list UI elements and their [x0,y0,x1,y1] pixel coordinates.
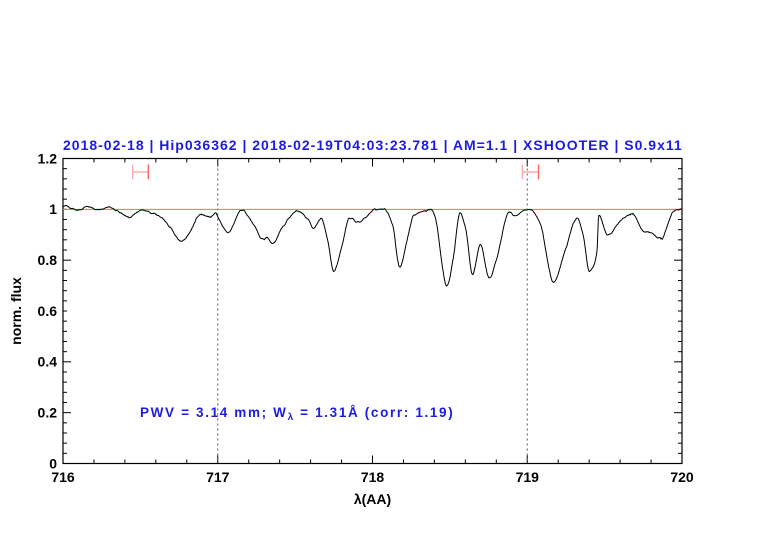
svg-text:0.4: 0.4 [38,354,58,370]
svg-text:0.2: 0.2 [38,405,58,421]
svg-text:0.8: 0.8 [38,252,58,268]
svg-text:0.6: 0.6 [38,303,58,319]
svg-text:720: 720 [670,469,694,485]
svg-text:norm. flux: norm. flux [8,277,24,345]
svg-text:717: 717 [206,469,230,485]
svg-text:2018-02-18 | Hip036362 | 2: 2018-02-18 | Hip036362 | 2018-02-19T04:0… [63,137,683,153]
svg-text:λ(AA): λ(AA) [354,491,391,507]
svg-text:PWV = 3.14 mm; Wλ = 1.31Å (cor: PWV = 3.14 mm; Wλ = 1.31Å (corr: 1.19) [140,405,454,423]
svg-text:1.2: 1.2 [38,151,58,167]
svg-text:719: 719 [516,469,540,485]
svg-text:716: 716 [51,469,75,485]
svg-text:1: 1 [49,201,57,217]
svg-text:718: 718 [361,469,385,485]
